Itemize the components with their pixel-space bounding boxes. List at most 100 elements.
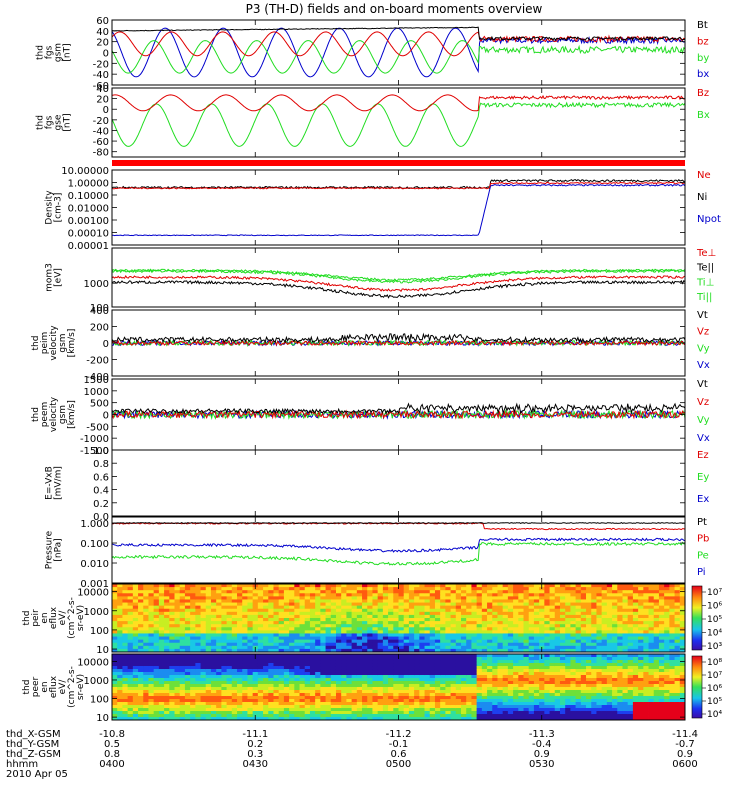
peir-spectrogram-cell (283, 605, 290, 610)
peir-spectrogram-cell (278, 596, 285, 600)
peir-spectrogram-cell (580, 611, 587, 616)
peir-spectrogram-cell (320, 590, 326, 594)
peer-spectrogram-cell (278, 693, 285, 697)
peir-spectrogram-cell (273, 639, 280, 644)
peir-spectrogram-cell (153, 630, 160, 634)
peer-spectrogram-cell (377, 705, 384, 709)
peir-spectrogram-cell (414, 587, 420, 591)
peir-spectrogram-cell (164, 584, 170, 588)
temperature-y-label: mom3 [eV] (45, 263, 64, 292)
peer-spectrogram-cell (393, 687, 399, 691)
peer-spectrogram-cell (143, 672, 149, 676)
peir-spectrogram-cell (148, 587, 155, 591)
peer-spectrogram-cell (471, 657, 478, 661)
peir-spectrogram-cell (237, 618, 243, 622)
peer-spectrogram-cell (497, 654, 504, 658)
peir-spectrogram-cell (669, 633, 675, 637)
peer-spectrogram-cell (247, 711, 254, 715)
peer-spectrogram-cell (268, 690, 274, 694)
fgs-ssl-y-tick-label: -80 (93, 148, 109, 159)
peir-spectrogram-cell (315, 605, 321, 610)
peir-spectrogram-cell (304, 633, 311, 637)
peir-spectrogram-cell (158, 602, 165, 607)
peer-spectrogram-cell (476, 657, 483, 661)
peer-spectrogram-cell (434, 702, 441, 706)
peer-spectrogram-cell (216, 705, 222, 709)
peer-spectrogram-cell (278, 717, 285, 721)
peir-spectrogram-cell (268, 599, 274, 603)
peir-spectrogram-cell (252, 633, 259, 637)
peer-spectrogram-cell (591, 660, 597, 664)
peer-spectrogram-cell (612, 687, 618, 691)
peer-spectrogram-cell (455, 666, 462, 670)
peer-spectrogram-cell (263, 663, 269, 667)
peer-spectrogram-cell (471, 681, 478, 685)
peir-spectrogram-cell (679, 627, 686, 631)
peer-spectrogram-cell (315, 657, 321, 661)
peer-spectrogram-cell (518, 705, 524, 709)
peir-spectrogram-cell (653, 621, 660, 625)
peir-spectrogram-cell (664, 602, 670, 607)
peir-spectrogram-cell (523, 645, 530, 650)
peer-spectrogram-cell (388, 714, 394, 718)
peir-spectrogram-cell (648, 608, 655, 613)
peir-spectrogram-cell (440, 599, 446, 603)
peer-spectrogram-cell (507, 687, 514, 691)
peer-spectrogram-cell (184, 699, 191, 703)
peer-spectrogram-cell (408, 702, 415, 706)
peer-spectrogram-cell (523, 696, 530, 700)
peir-spectrogram-cell (320, 633, 326, 637)
peir-spectrogram-cell (221, 584, 227, 588)
peir-spectrogram-cell (205, 639, 212, 644)
peer-spectrogram-cell (299, 672, 306, 676)
peir-spectrogram-cell (575, 593, 582, 597)
peir-spectrogram-cell (627, 633, 634, 637)
peer-spectrogram-cell (393, 702, 399, 706)
peir-spectrogram-cell (461, 584, 467, 588)
peir-spectrogram-cell (200, 599, 207, 603)
peer-spectrogram-cell (169, 708, 175, 712)
peir-spectrogram-cell (643, 633, 649, 637)
peir-spectrogram-cell (221, 633, 227, 637)
peer-spectrogram-cell (429, 696, 436, 700)
peer-spectrogram-cell (549, 669, 556, 673)
peir-spectrogram-cell (455, 618, 462, 622)
peir-spectrogram-cell (487, 614, 493, 619)
peir-spectrogram-cell (669, 621, 675, 625)
peir-spectrogram-cell (653, 608, 660, 613)
peer-spectrogram-cell (481, 684, 488, 688)
peir-spectrogram-cell (122, 602, 129, 607)
peir-spectrogram-cell (320, 608, 326, 613)
peer-spectrogram-cell (591, 699, 597, 703)
peer-spectrogram-cell (497, 693, 504, 697)
peir-spectrogram-cell (586, 642, 592, 647)
peer-spectrogram-cell (174, 696, 181, 700)
peir-spectrogram-cell (408, 630, 415, 634)
peir-spectrogram-cell (393, 645, 399, 650)
peir-spectrogram-cell (632, 630, 639, 634)
peir-spectrogram-cell (122, 584, 129, 588)
peir-spectrogram-cell (586, 587, 592, 591)
peir-spectrogram-cell (461, 630, 467, 634)
peir-spectrogram-cell (205, 614, 212, 619)
peir-spectrogram-cell (533, 648, 540, 653)
peer-spectrogram-cell (398, 681, 405, 685)
peir-spectrogram-cell (648, 614, 655, 619)
peer-spectrogram-cell (393, 678, 399, 682)
peir-spectrogram-cell (632, 611, 639, 616)
peir-spectrogram-cell (612, 587, 618, 591)
peir-spectrogram-cell (226, 648, 233, 653)
peir-spectrogram-cell (419, 584, 425, 588)
peer-spectrogram-cell (283, 687, 290, 691)
peer-spectrogram-cell (294, 666, 300, 670)
peir-spectrogram-cell (461, 624, 467, 628)
peer-spectrogram-cell (627, 672, 634, 676)
peer-spectrogram-cell (341, 675, 347, 679)
peer-spectrogram-cell (471, 702, 478, 706)
peer-spectrogram-cell (205, 657, 212, 661)
peer-spectrogram-cell (205, 666, 212, 670)
peer-spectrogram-cell (570, 663, 577, 667)
peer-spectrogram-cell (559, 666, 566, 670)
peer-spectrogram-cell (487, 675, 493, 679)
